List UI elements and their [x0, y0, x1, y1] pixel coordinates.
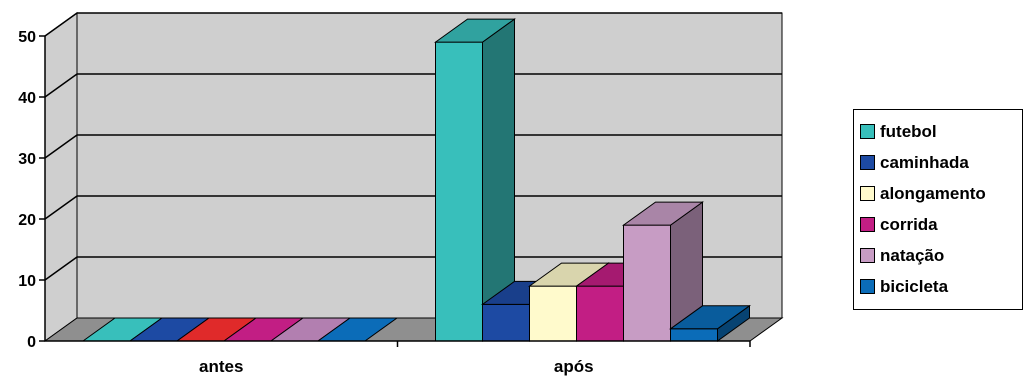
- x-tick-label: antes: [199, 357, 243, 376]
- legend-swatch: [860, 186, 875, 201]
- legend-swatch: [860, 248, 875, 263]
- bar-front: [670, 328, 718, 342]
- y-tick-label: 0: [27, 334, 36, 351]
- bar-top: [433, 18, 517, 43]
- bar-top: [668, 305, 752, 330]
- legend-item: futebol: [860, 116, 1022, 147]
- side-wall: [44, 12, 78, 342]
- y-tick-label: 10: [18, 273, 36, 290]
- legend-label: caminhada: [880, 152, 969, 172]
- x-tick-label: após: [554, 357, 594, 376]
- bar: [668, 304, 752, 342]
- gridline: [44, 73, 782, 98]
- legend-item: alongamento: [860, 178, 1022, 209]
- bar-front: [623, 224, 671, 342]
- gridline: [44, 256, 782, 281]
- y-tick-label: 40: [18, 90, 36, 107]
- legend-label: bicicleta: [880, 276, 949, 296]
- legend-swatch: [860, 279, 875, 294]
- y-tick-label: 50: [18, 29, 36, 46]
- y-tick-label: 20: [18, 212, 36, 229]
- y-tick-label: 30: [18, 151, 36, 168]
- bar-front: [482, 303, 530, 342]
- bar-top: [621, 201, 705, 226]
- gridline: [44, 134, 782, 159]
- chart-plot: 0 10 20 30 40 50 antes após: [18, 12, 784, 376]
- legend-label: alongamento: [880, 183, 986, 203]
- legend-item: bicicleta: [860, 271, 1022, 302]
- legend-swatch: [860, 155, 875, 170]
- legend-swatch: [860, 217, 875, 232]
- bar: [621, 201, 705, 342]
- legend-label: corrida: [880, 214, 938, 234]
- gridline: [44, 12, 782, 37]
- legend-swatch: [860, 124, 875, 139]
- bar-front: [435, 41, 483, 342]
- legend-item: caminhada: [860, 147, 1022, 178]
- gridline: [44, 195, 782, 220]
- bar: [433, 18, 517, 342]
- legend-label: futebol: [880, 121, 937, 141]
- legend-item: corrida: [860, 209, 1022, 240]
- chart-legend: futebol caminhada alongamento corrida nataçã…: [853, 109, 1023, 310]
- bar-front: [576, 285, 624, 342]
- legend-label: natação: [880, 245, 945, 265]
- bar-front: [529, 285, 577, 342]
- legend-item: natação: [860, 240, 1022, 271]
